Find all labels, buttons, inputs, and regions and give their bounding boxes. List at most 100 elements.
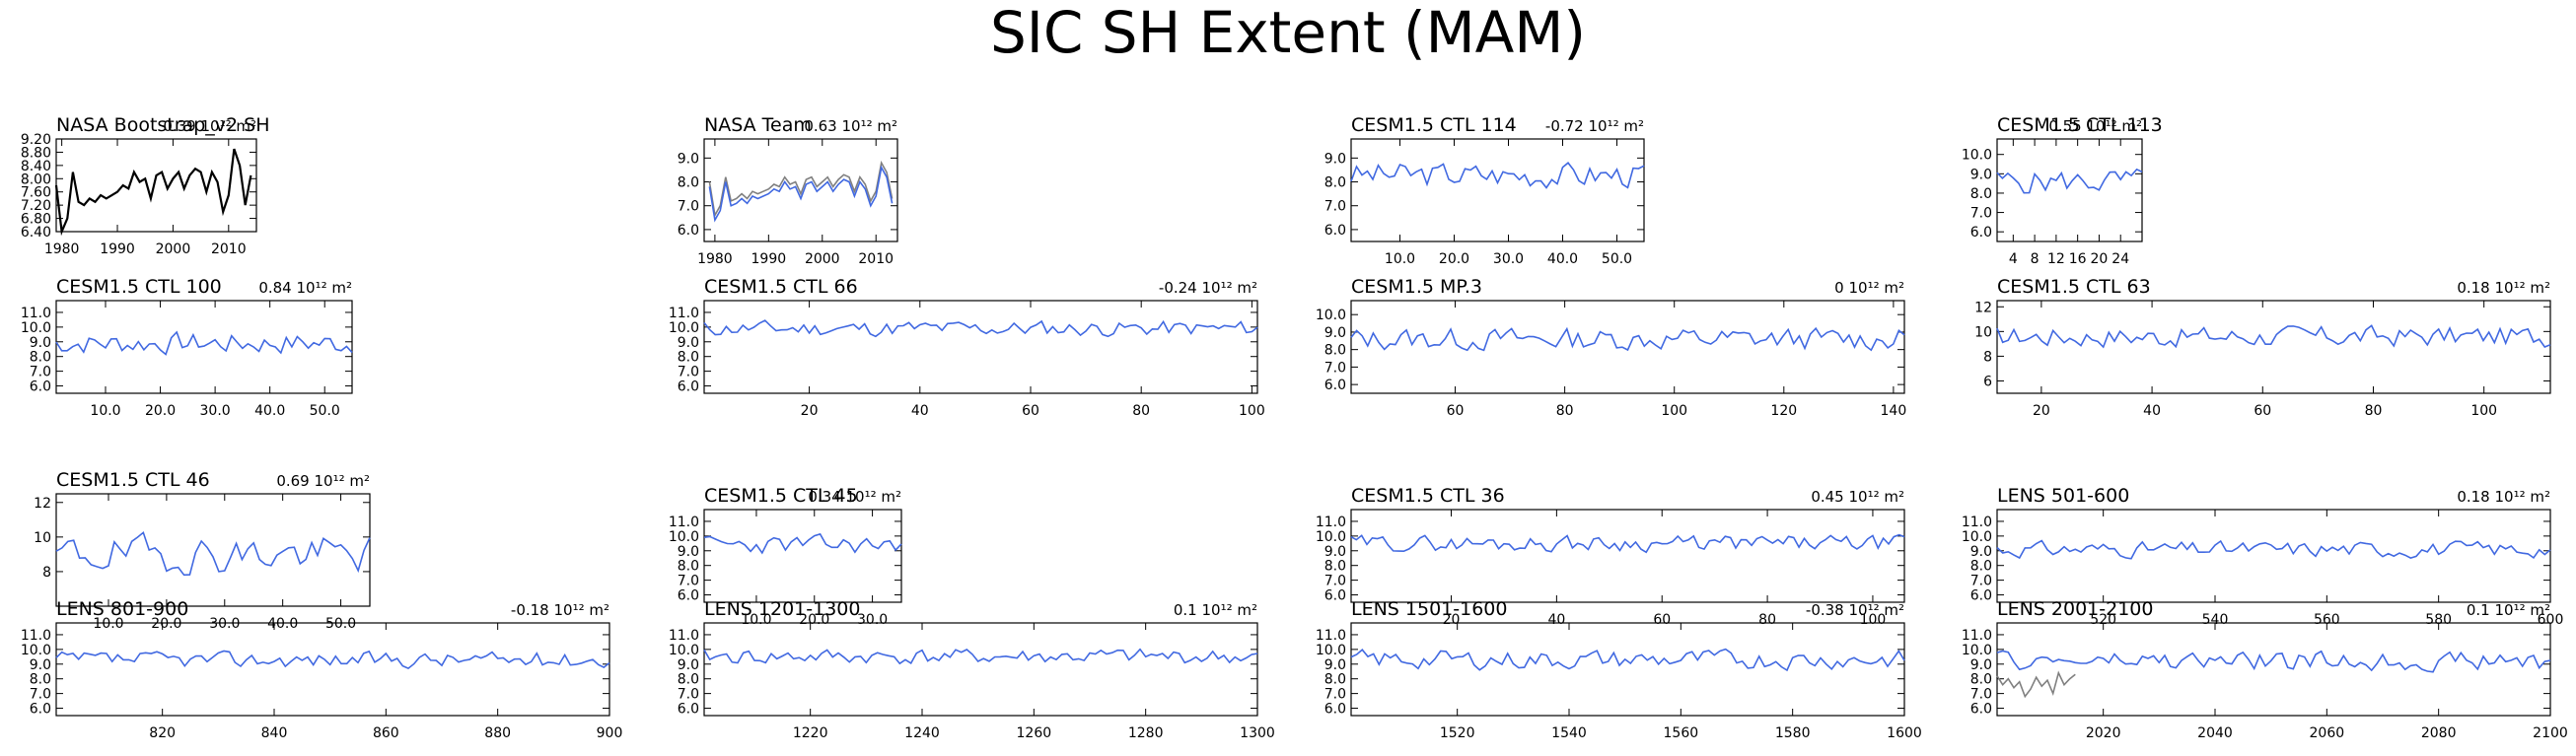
x-tick-label: 60 [1022, 403, 1039, 419]
y-tick-label: 11.0 [669, 628, 699, 644]
trend-label: 0.45 10¹² m² [1811, 488, 1904, 506]
x-tick-label: 50.0 [310, 403, 340, 419]
x-tick-label: 50.0 [1602, 251, 1632, 267]
x-tick-label: 20.0 [799, 612, 829, 628]
x-tick-label: 2010 [858, 251, 894, 267]
y-tick-label: 7.0 [678, 365, 699, 380]
x-tick-label: 2080 [2421, 725, 2457, 741]
x-tick-label: 1560 [1664, 725, 1699, 741]
y-tick-label: 8.0 [30, 350, 51, 366]
x-tick-label: 1520 [1440, 725, 1475, 741]
x-tick-label: 1990 [751, 251, 787, 267]
y-tick-label: 10.0 [21, 320, 51, 336]
panel-frame [55, 300, 353, 394]
x-tick-label: 60 [1447, 403, 1465, 419]
x-tick-label: 40.0 [1547, 251, 1578, 267]
y-tick-label: 6.80 [21, 212, 51, 228]
y-tick-label: 10.0 [669, 643, 699, 658]
series-line [1996, 670, 2076, 699]
y-tick-label: 11.0 [669, 515, 699, 530]
y-tick-label: 10.0 [1316, 529, 1346, 545]
panel: NASA Bootstrap_v2 SH0.39 10¹² m² 6.406.80… [21, 114, 270, 257]
y-tick-label: 6.0 [678, 702, 699, 718]
series-line [1350, 648, 1905, 672]
panel-frame [1350, 300, 1905, 394]
y-tick-label: 9.0 [678, 544, 699, 560]
panel: CESM1.5 CTL 66 -0.24 10¹² m²6.07.08.09.01… [669, 276, 1265, 419]
panel: CESM1.5 CTL 36 0.45 10¹² m²6.07.08.09.010… [1316, 485, 1905, 628]
x-tick-label: 540 [2202, 612, 2229, 628]
x-tick-label: 20 [2091, 251, 2109, 267]
y-tick-label: 9.0 [678, 657, 699, 673]
series-line [1350, 533, 1905, 554]
x-tick-label: 20.0 [1439, 251, 1469, 267]
x-tick-label: 30.0 [1493, 251, 1524, 267]
y-tick-label: 6.0 [1324, 588, 1346, 604]
panel-frame [703, 622, 1258, 717]
x-tick-label: 10.0 [90, 403, 120, 419]
panel-title: CESM1.5 CTL 100 [56, 276, 222, 298]
series-line [1350, 162, 1645, 189]
series-line [703, 532, 902, 555]
y-tick-label: 10.0 [1316, 643, 1346, 658]
y-tick-label: 7.0 [30, 687, 51, 703]
panel-frame [703, 509, 902, 603]
y-tick-label: 7.0 [1970, 574, 1992, 589]
y-tick-label: 9.0 [1324, 325, 1346, 341]
x-tick-label: 20.0 [151, 616, 181, 632]
x-tick-label: 10.0 [1385, 251, 1415, 267]
x-tick-label: 100 [1661, 403, 1687, 419]
panel: LENS 1201-1300 0.1 10¹² m²6.07.08.09.010.… [669, 598, 1275, 741]
panel-frame [55, 493, 371, 607]
panel-title: CESM1.5 CTL 36 [1351, 485, 1505, 507]
x-tick-label: 80 [1132, 403, 1150, 419]
panel-frame [703, 300, 1258, 394]
panel-title: CESM1.5 CTL 66 [704, 276, 858, 298]
panel-title: CESM1.5 MP.3 [1351, 276, 1482, 298]
x-tick-label: 520 [2090, 612, 2116, 628]
x-tick-label: 1580 [1775, 725, 1811, 741]
panel-title: LENS 801-900 [56, 598, 188, 620]
y-tick-label: 6 [1983, 374, 1992, 389]
y-tick-label: 8.0 [1324, 672, 1346, 688]
x-tick-label: 100 [1860, 612, 1887, 628]
x-tick-label: 60 [2254, 403, 2271, 419]
x-tick-label: 8 [2031, 251, 2039, 267]
panel-title: LENS 1201-1300 [704, 598, 860, 620]
y-tick-label: 6.0 [30, 702, 51, 718]
x-tick-label: 16 [2069, 251, 2087, 267]
trend-label: 0.63 10¹² m² [804, 117, 897, 135]
trend-label: 0.1 10¹² m² [1174, 601, 1257, 619]
panel: LENS 801-900 -0.18 10¹² m²6.07.08.09.010.… [21, 598, 623, 741]
x-tick-label: 2020 [2086, 725, 2121, 741]
y-tick-label: 8.80 [21, 145, 51, 161]
panel-frame [1996, 622, 2551, 717]
series-line [703, 648, 1258, 665]
panel-frame [703, 138, 898, 242]
y-tick-label: 7.20 [21, 198, 51, 214]
panel-frame [55, 138, 257, 233]
y-tick-label: 7.0 [678, 199, 699, 215]
series-line [55, 530, 371, 577]
series-line [1996, 539, 2551, 560]
trend-label: 0 10¹² m² [1834, 279, 1904, 297]
x-tick-label: 1980 [44, 241, 80, 257]
panel: LENS 2001-2100 0.1 10¹² m² 6.07.08.09.010.… [1962, 598, 2568, 741]
series-line [55, 650, 610, 670]
panel: LENS 501-600 0.18 10¹² m² 6.07.08.09.010.0… [1962, 485, 2564, 628]
y-tick-label: 8 [1983, 349, 1992, 365]
x-tick-label: 30.0 [200, 403, 231, 419]
x-tick-label: 120 [1770, 403, 1797, 419]
y-tick-label: 7.0 [1970, 687, 1992, 703]
trend-label: 0.39 10¹² m² [163, 117, 256, 135]
x-tick-label: 1220 [793, 725, 828, 741]
y-tick-label: 8.0 [1324, 175, 1346, 191]
y-tick-label: 9.20 [21, 132, 51, 148]
x-tick-label: 80 [1758, 612, 1776, 628]
y-tick-label: 7.0 [1324, 574, 1346, 589]
x-tick-label: 820 [149, 725, 176, 741]
y-tick-label: 9.0 [678, 151, 699, 167]
x-tick-label: 900 [597, 725, 623, 741]
